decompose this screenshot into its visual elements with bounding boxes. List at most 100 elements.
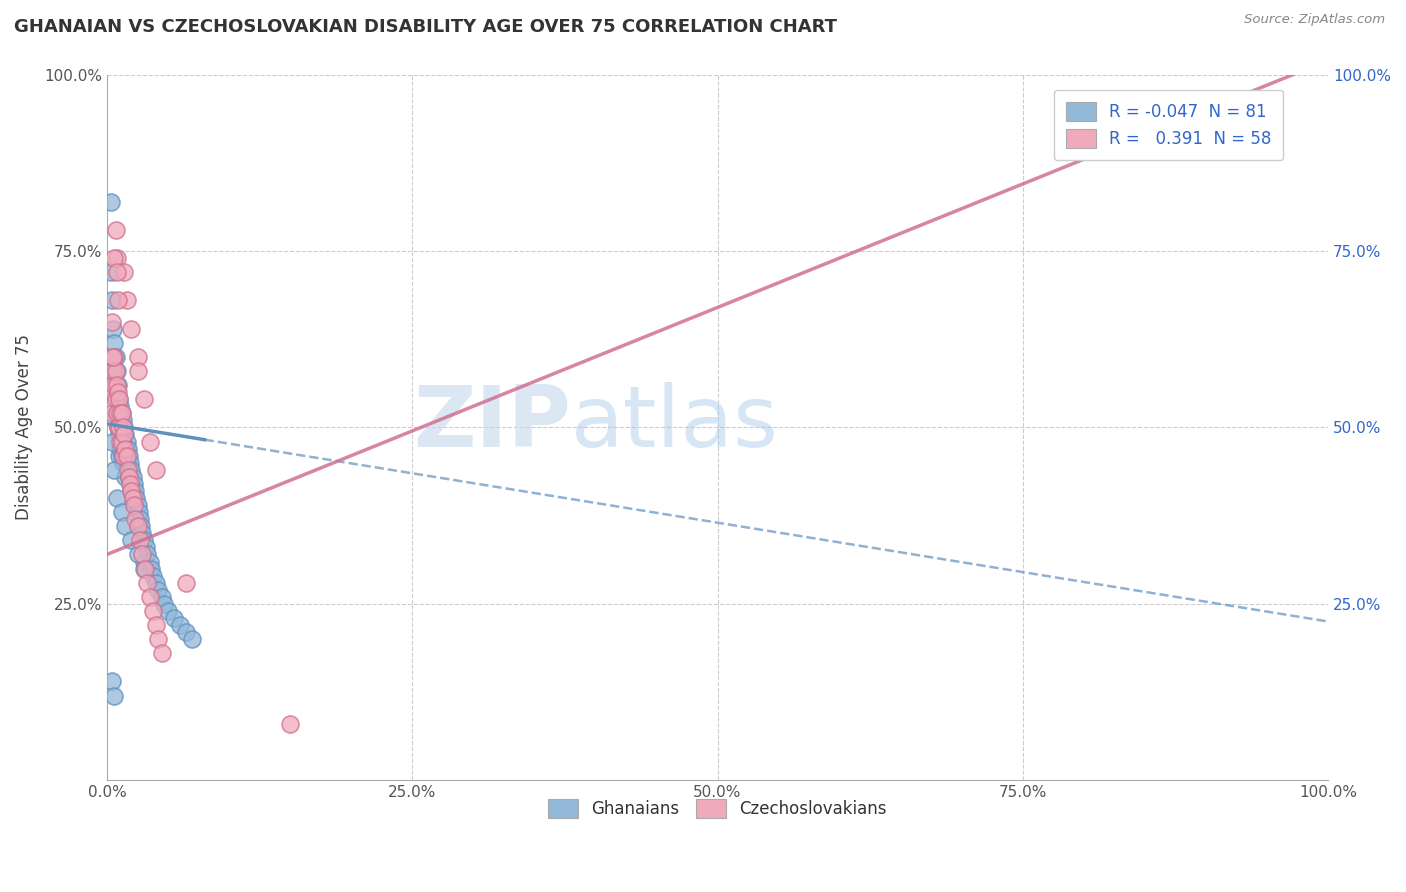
Point	[107, 293, 129, 308]
Point	[176, 625, 198, 640]
Point	[129, 512, 152, 526]
Point	[101, 350, 124, 364]
Point	[110, 406, 132, 420]
Point	[111, 434, 134, 449]
Point	[100, 378, 122, 392]
Point	[107, 378, 129, 392]
Point	[111, 505, 134, 519]
Point	[120, 463, 142, 477]
Point	[142, 568, 165, 582]
Point	[110, 399, 132, 413]
Point	[117, 442, 139, 456]
Point	[110, 434, 132, 449]
Point	[125, 491, 148, 505]
Point	[104, 223, 127, 237]
Point	[129, 533, 152, 548]
Point	[121, 491, 143, 505]
Point	[104, 378, 127, 392]
Point	[112, 265, 135, 279]
Point	[115, 449, 138, 463]
Point	[103, 463, 125, 477]
Point	[101, 350, 124, 364]
Point	[101, 674, 124, 689]
Point	[122, 498, 145, 512]
Point	[105, 406, 128, 420]
Point	[105, 385, 128, 400]
Point	[107, 399, 129, 413]
Point	[127, 548, 149, 562]
Point	[107, 385, 129, 400]
Point	[120, 476, 142, 491]
Point	[136, 575, 159, 590]
Point	[107, 420, 129, 434]
Point	[111, 456, 134, 470]
Point	[135, 541, 157, 555]
Point	[127, 350, 149, 364]
Point	[105, 251, 128, 265]
Point	[103, 251, 125, 265]
Point	[112, 420, 135, 434]
Point	[120, 483, 142, 498]
Point	[150, 590, 173, 604]
Point	[100, 194, 122, 209]
Point	[115, 456, 138, 470]
Point	[101, 385, 124, 400]
Point	[121, 470, 143, 484]
Text: GHANAIAN VS CZECHOSLOVAKIAN DISABILITY AGE OVER 75 CORRELATION CHART: GHANAIAN VS CZECHOSLOVAKIAN DISABILITY A…	[14, 18, 837, 36]
Point	[138, 434, 160, 449]
Point	[108, 392, 131, 407]
Text: atlas: atlas	[571, 383, 779, 466]
Point	[117, 463, 139, 477]
Point	[108, 449, 131, 463]
Point	[120, 533, 142, 548]
Point	[145, 618, 167, 632]
Point	[122, 476, 145, 491]
Point	[148, 582, 170, 597]
Point	[103, 350, 125, 364]
Point	[118, 470, 141, 484]
Point	[134, 561, 156, 575]
Point	[124, 483, 146, 498]
Point	[120, 476, 142, 491]
Point	[117, 463, 139, 477]
Point	[169, 618, 191, 632]
Point	[114, 442, 136, 456]
Point	[111, 434, 134, 449]
Point	[105, 491, 128, 505]
Text: ZIP: ZIP	[413, 383, 571, 466]
Point	[111, 406, 134, 420]
Point	[145, 575, 167, 590]
Point	[163, 611, 186, 625]
Point	[111, 449, 134, 463]
Text: Source: ZipAtlas.com: Source: ZipAtlas.com	[1244, 13, 1385, 27]
Point	[148, 632, 170, 647]
Point	[120, 483, 142, 498]
Point	[107, 420, 129, 434]
Point	[103, 335, 125, 350]
Point	[150, 646, 173, 660]
Point	[122, 498, 145, 512]
Point	[108, 420, 131, 434]
Point	[110, 442, 132, 456]
Point	[115, 293, 138, 308]
Point	[112, 442, 135, 456]
Point	[128, 505, 150, 519]
Point	[101, 434, 124, 449]
Point	[138, 590, 160, 604]
Point	[142, 604, 165, 618]
Point	[132, 392, 155, 407]
Point	[111, 449, 134, 463]
Y-axis label: Disability Age Over 75: Disability Age Over 75	[15, 334, 32, 520]
Point	[127, 364, 149, 378]
Point	[139, 561, 162, 575]
Point	[105, 364, 128, 378]
Point	[132, 533, 155, 548]
Point	[118, 449, 141, 463]
Point	[176, 575, 198, 590]
Point	[101, 406, 124, 420]
Point	[278, 716, 301, 731]
Point	[114, 519, 136, 533]
Point	[114, 470, 136, 484]
Point	[131, 548, 153, 562]
Point	[118, 470, 141, 484]
